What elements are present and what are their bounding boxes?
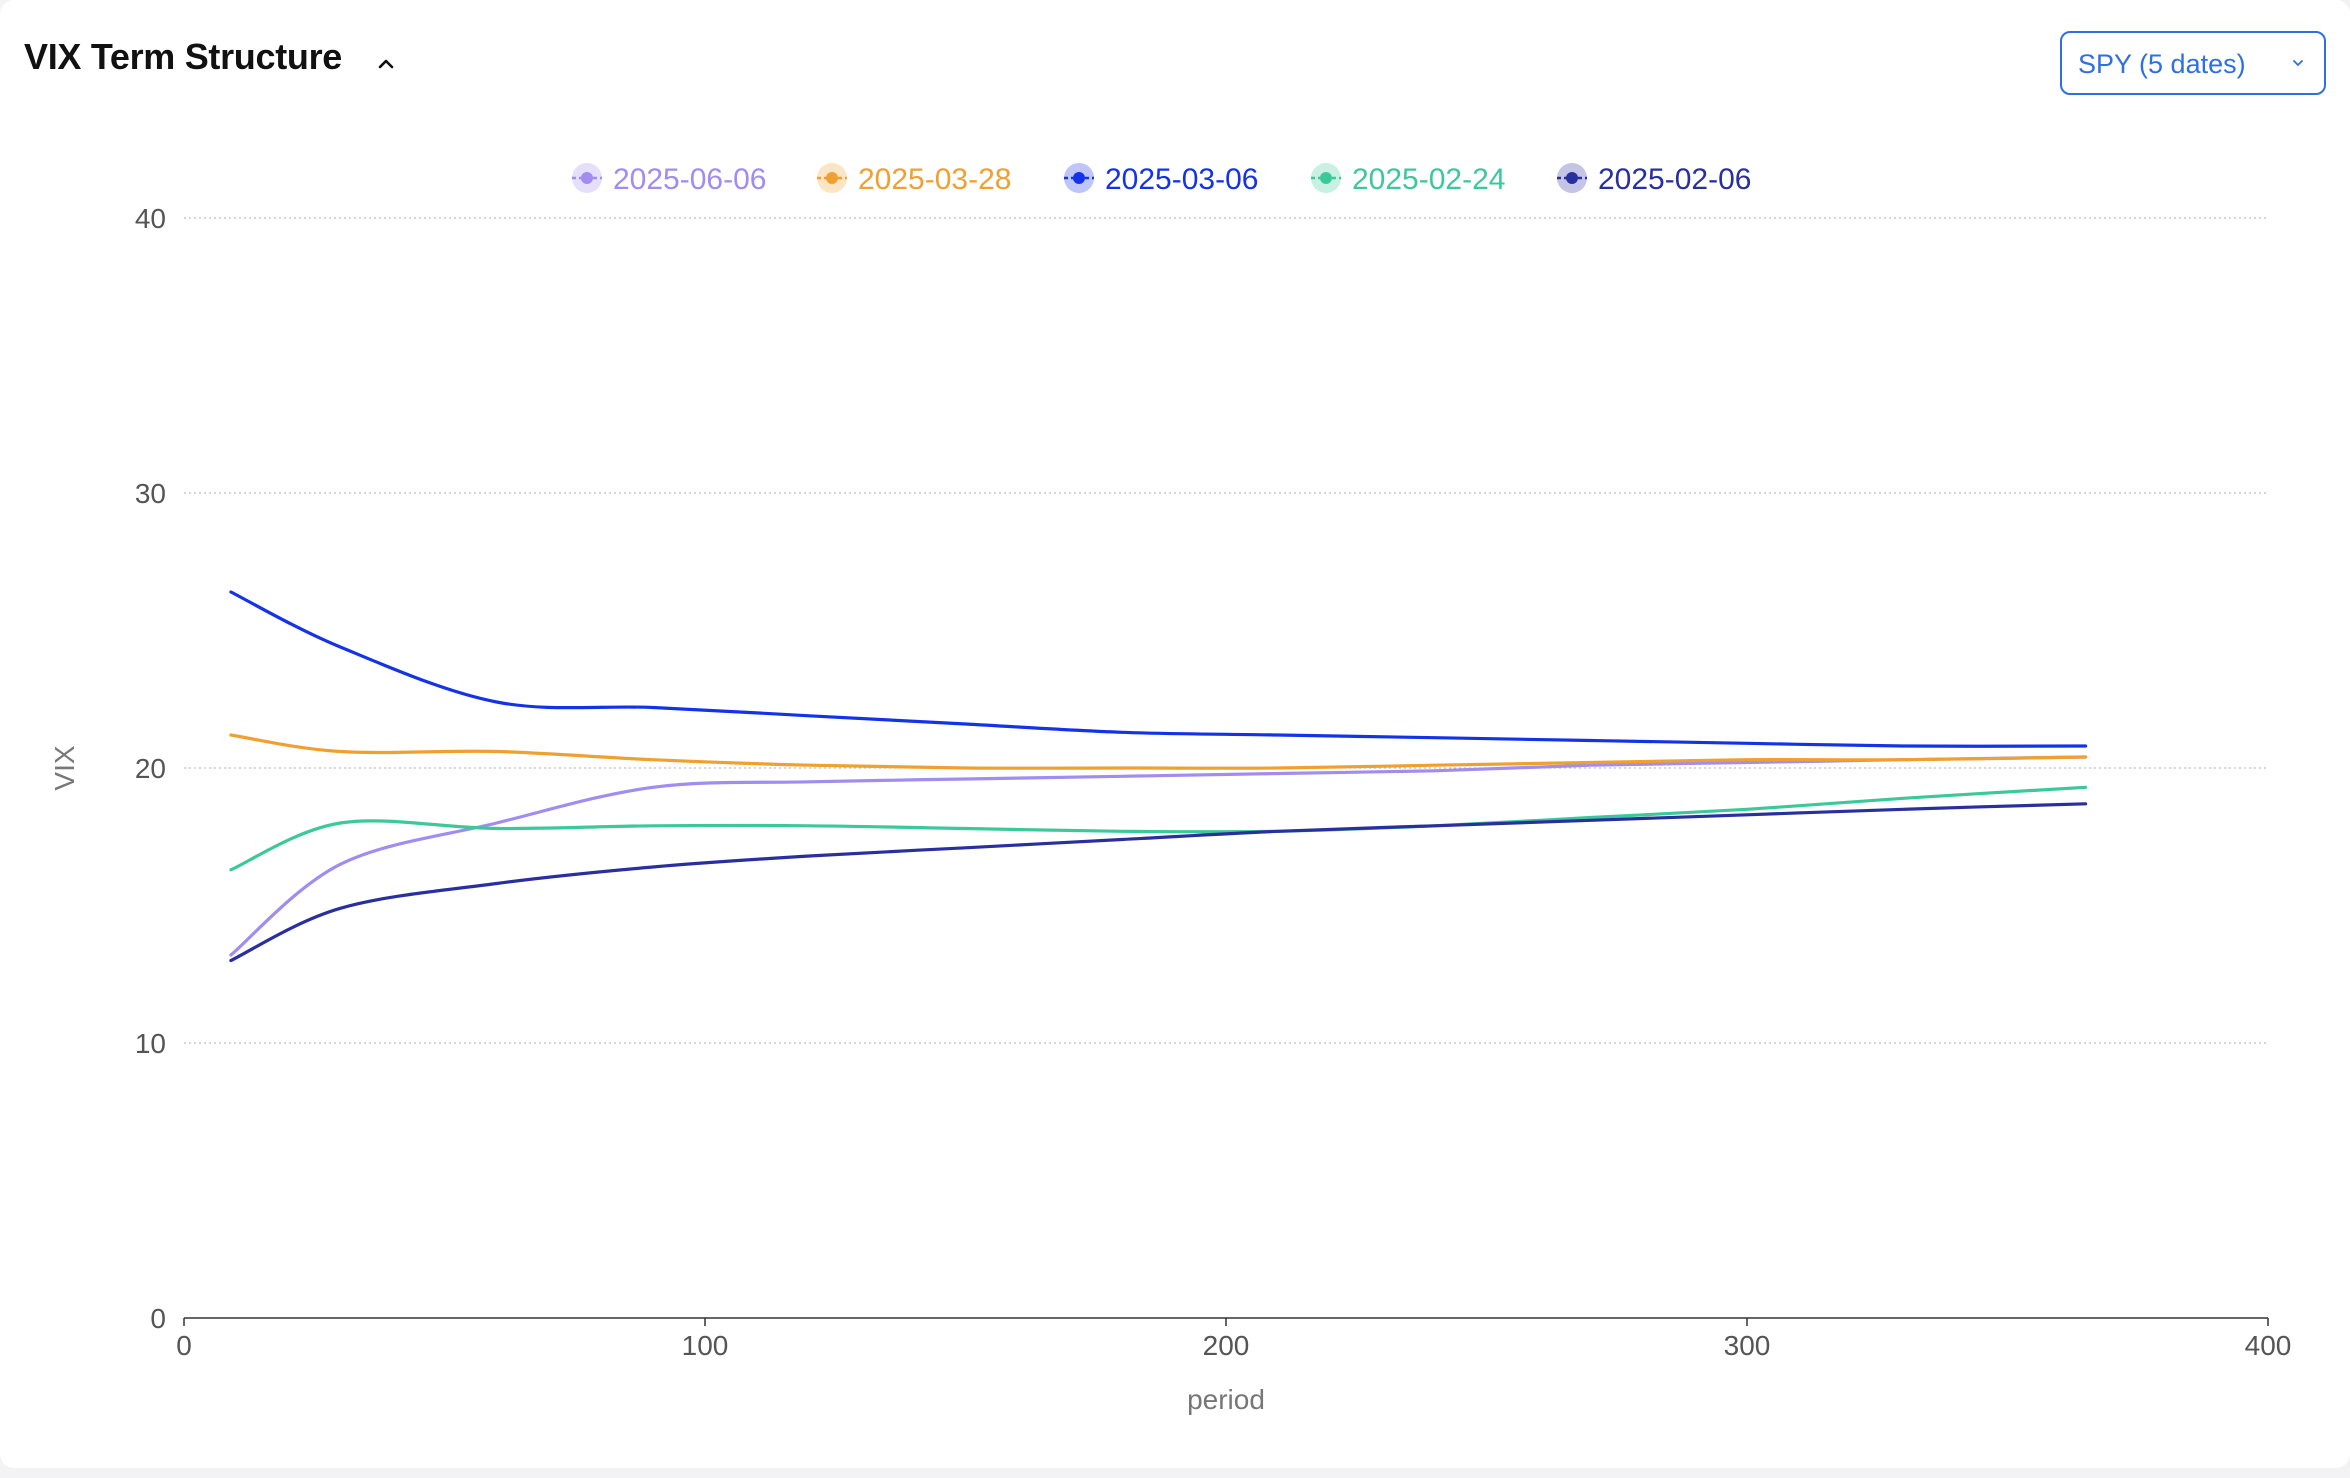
legend-marker-dot	[1566, 172, 1578, 184]
legend-marker-dot	[581, 172, 593, 184]
dataset-select-value: SPY (5 dates)	[2078, 49, 2246, 79]
legend-marker-dot	[826, 172, 838, 184]
legend-item-1[interactable]: 2025-06-06	[572, 163, 766, 196]
x-tick-label: 300	[1724, 1330, 1771, 1361]
x-tick-label: 200	[1203, 1330, 1250, 1361]
x-axis-title: period	[1187, 1384, 1265, 1415]
x-tick-label: 0	[176, 1330, 192, 1361]
legend-label: 2025-02-06	[1598, 163, 1751, 196]
y-tick-label: 0	[150, 1303, 166, 1334]
series-line-5[interactable]	[229, 802, 2088, 963]
series-line-4[interactable]	[229, 785, 2088, 872]
series-lines	[229, 590, 2088, 963]
y-tick-label: 20	[135, 753, 166, 784]
series-line-2[interactable]	[229, 733, 2088, 770]
dataset-select[interactable]: SPY (5 dates)	[2060, 31, 2326, 95]
chevron-down-icon	[2293, 60, 2303, 66]
legend-marker-dot	[1073, 172, 1085, 184]
x-tick-label: 100	[682, 1330, 729, 1361]
legend-item-4[interactable]: 2025-02-24	[1311, 163, 1505, 196]
chart-title: VIX Term Structure	[24, 36, 343, 77]
legend-item-3[interactable]: 2025-03-06	[1064, 163, 1258, 196]
series-line-1[interactable]	[229, 755, 2088, 957]
y-tick-label: 40	[135, 203, 166, 234]
chevron-up-icon[interactable]	[372, 50, 400, 78]
legend-label: 2025-03-06	[1105, 163, 1258, 196]
legend: 2025-06-06 2025-03-28 2025-03-06 2025-02-24…	[572, 163, 1751, 196]
series-line-3[interactable]	[229, 590, 2088, 748]
grid-lines	[184, 217, 2268, 1044]
y-axis-title: VIX	[49, 745, 80, 790]
legend-item-5[interactable]: 2025-02-06	[1557, 163, 1751, 196]
legend-item-2[interactable]: 2025-03-28	[817, 163, 1011, 196]
legend-marker-dot	[1320, 172, 1332, 184]
y-tick-label: 30	[135, 478, 166, 509]
legend-label: 2025-03-28	[858, 163, 1011, 196]
legend-label: 2025-02-24	[1352, 163, 1505, 196]
y-tick-label: 10	[135, 1028, 166, 1059]
x-tick-label: 400	[2245, 1330, 2292, 1361]
legend-label: 2025-06-06	[613, 163, 766, 196]
